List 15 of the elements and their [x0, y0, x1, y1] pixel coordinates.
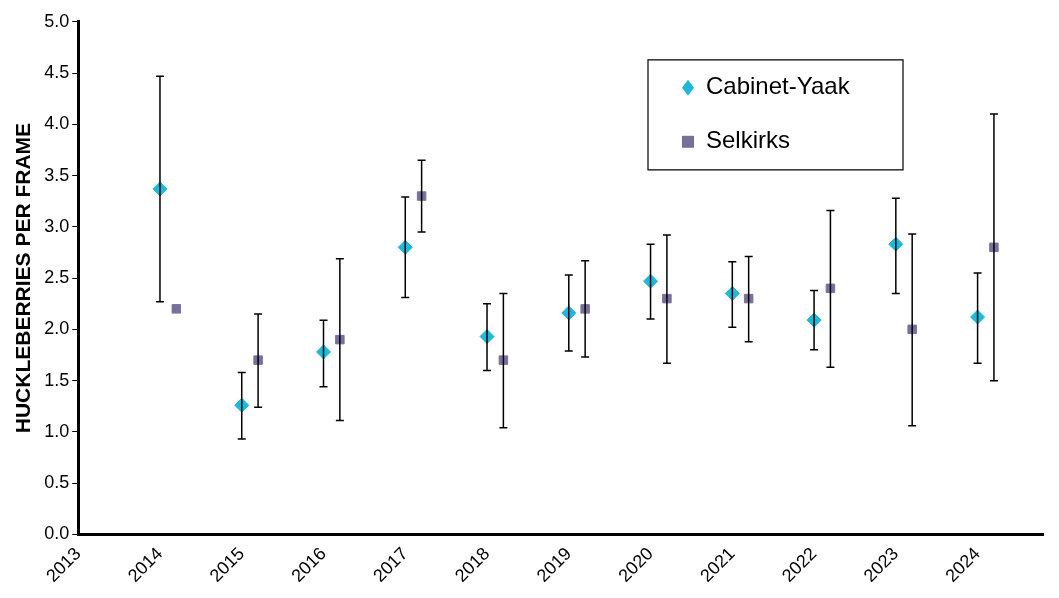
y-tick-label: 2.0 [44, 318, 70, 339]
y-tick-label: 2.5 [44, 267, 70, 288]
y-axis-title: HUCKLEBERRIES PER FRAME [11, 122, 35, 434]
y-tick-label: 3.0 [44, 215, 70, 236]
legend-label: Selkirks [706, 126, 791, 154]
y-tick-label: 1.0 [44, 420, 70, 441]
y-tick-label: 4.0 [44, 113, 70, 134]
y-tick-label: 5.0 [44, 10, 70, 31]
y-tick-label: 1.5 [44, 369, 70, 390]
y-tick-label: 0.5 [44, 472, 70, 493]
point [171, 304, 182, 314]
y-tick-label: 3.5 [44, 164, 70, 185]
y-tick-label: 0.0 [44, 523, 70, 544]
legend-label: Cabinet-Yaak [706, 72, 851, 100]
y-tick-label: 4.5 [44, 62, 70, 83]
